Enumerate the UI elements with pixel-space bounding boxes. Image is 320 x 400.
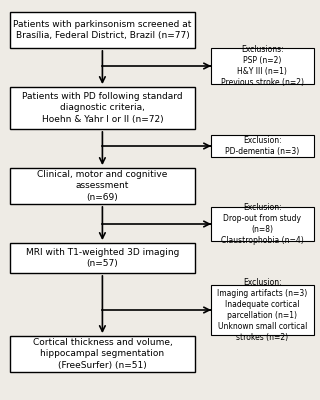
FancyBboxPatch shape bbox=[211, 207, 314, 241]
Text: Clinical, motor and cognitive
assessment
(n=69): Clinical, motor and cognitive assessment… bbox=[37, 170, 168, 202]
FancyBboxPatch shape bbox=[211, 135, 314, 157]
FancyBboxPatch shape bbox=[211, 285, 314, 335]
FancyBboxPatch shape bbox=[10, 336, 195, 372]
Text: Cortical thickness and volume,
hippocampal segmentation
(FreeSurfer) (n=51): Cortical thickness and volume, hippocamp… bbox=[33, 338, 172, 370]
Text: Exclusions:
PSP (n=2)
H&Y III (n=1)
Previous stroke (n=2): Exclusions: PSP (n=2) H&Y III (n=1) Prev… bbox=[221, 45, 304, 87]
Text: Exclusion:
Imaging artifacts (n=3)
Inadequate cortical
parcellation (n=1)
Unknow: Exclusion: Imaging artifacts (n=3) Inade… bbox=[217, 278, 308, 342]
FancyBboxPatch shape bbox=[211, 48, 314, 84]
Text: Patients with parkinsonism screened at
Brasília, Federal District, Brazil (n=77): Patients with parkinsonism screened at B… bbox=[13, 20, 192, 40]
Text: MRI with T1-weighted 3D imaging
(n=57): MRI with T1-weighted 3D imaging (n=57) bbox=[26, 248, 179, 268]
FancyBboxPatch shape bbox=[10, 87, 195, 129]
FancyBboxPatch shape bbox=[10, 12, 195, 48]
Text: Patients with PD following standard
diagnostic criteria,
Hoehn & Yahr I or II (n: Patients with PD following standard diag… bbox=[22, 92, 183, 124]
Text: Exclusion:
PD-dementia (n=3): Exclusion: PD-dementia (n=3) bbox=[225, 136, 300, 156]
Text: Exclusion:
Drop-out from study
(n=8)
Claustrophobia (n=4): Exclusion: Drop-out from study (n=8) Cla… bbox=[221, 203, 304, 245]
FancyBboxPatch shape bbox=[10, 168, 195, 204]
FancyBboxPatch shape bbox=[10, 243, 195, 273]
